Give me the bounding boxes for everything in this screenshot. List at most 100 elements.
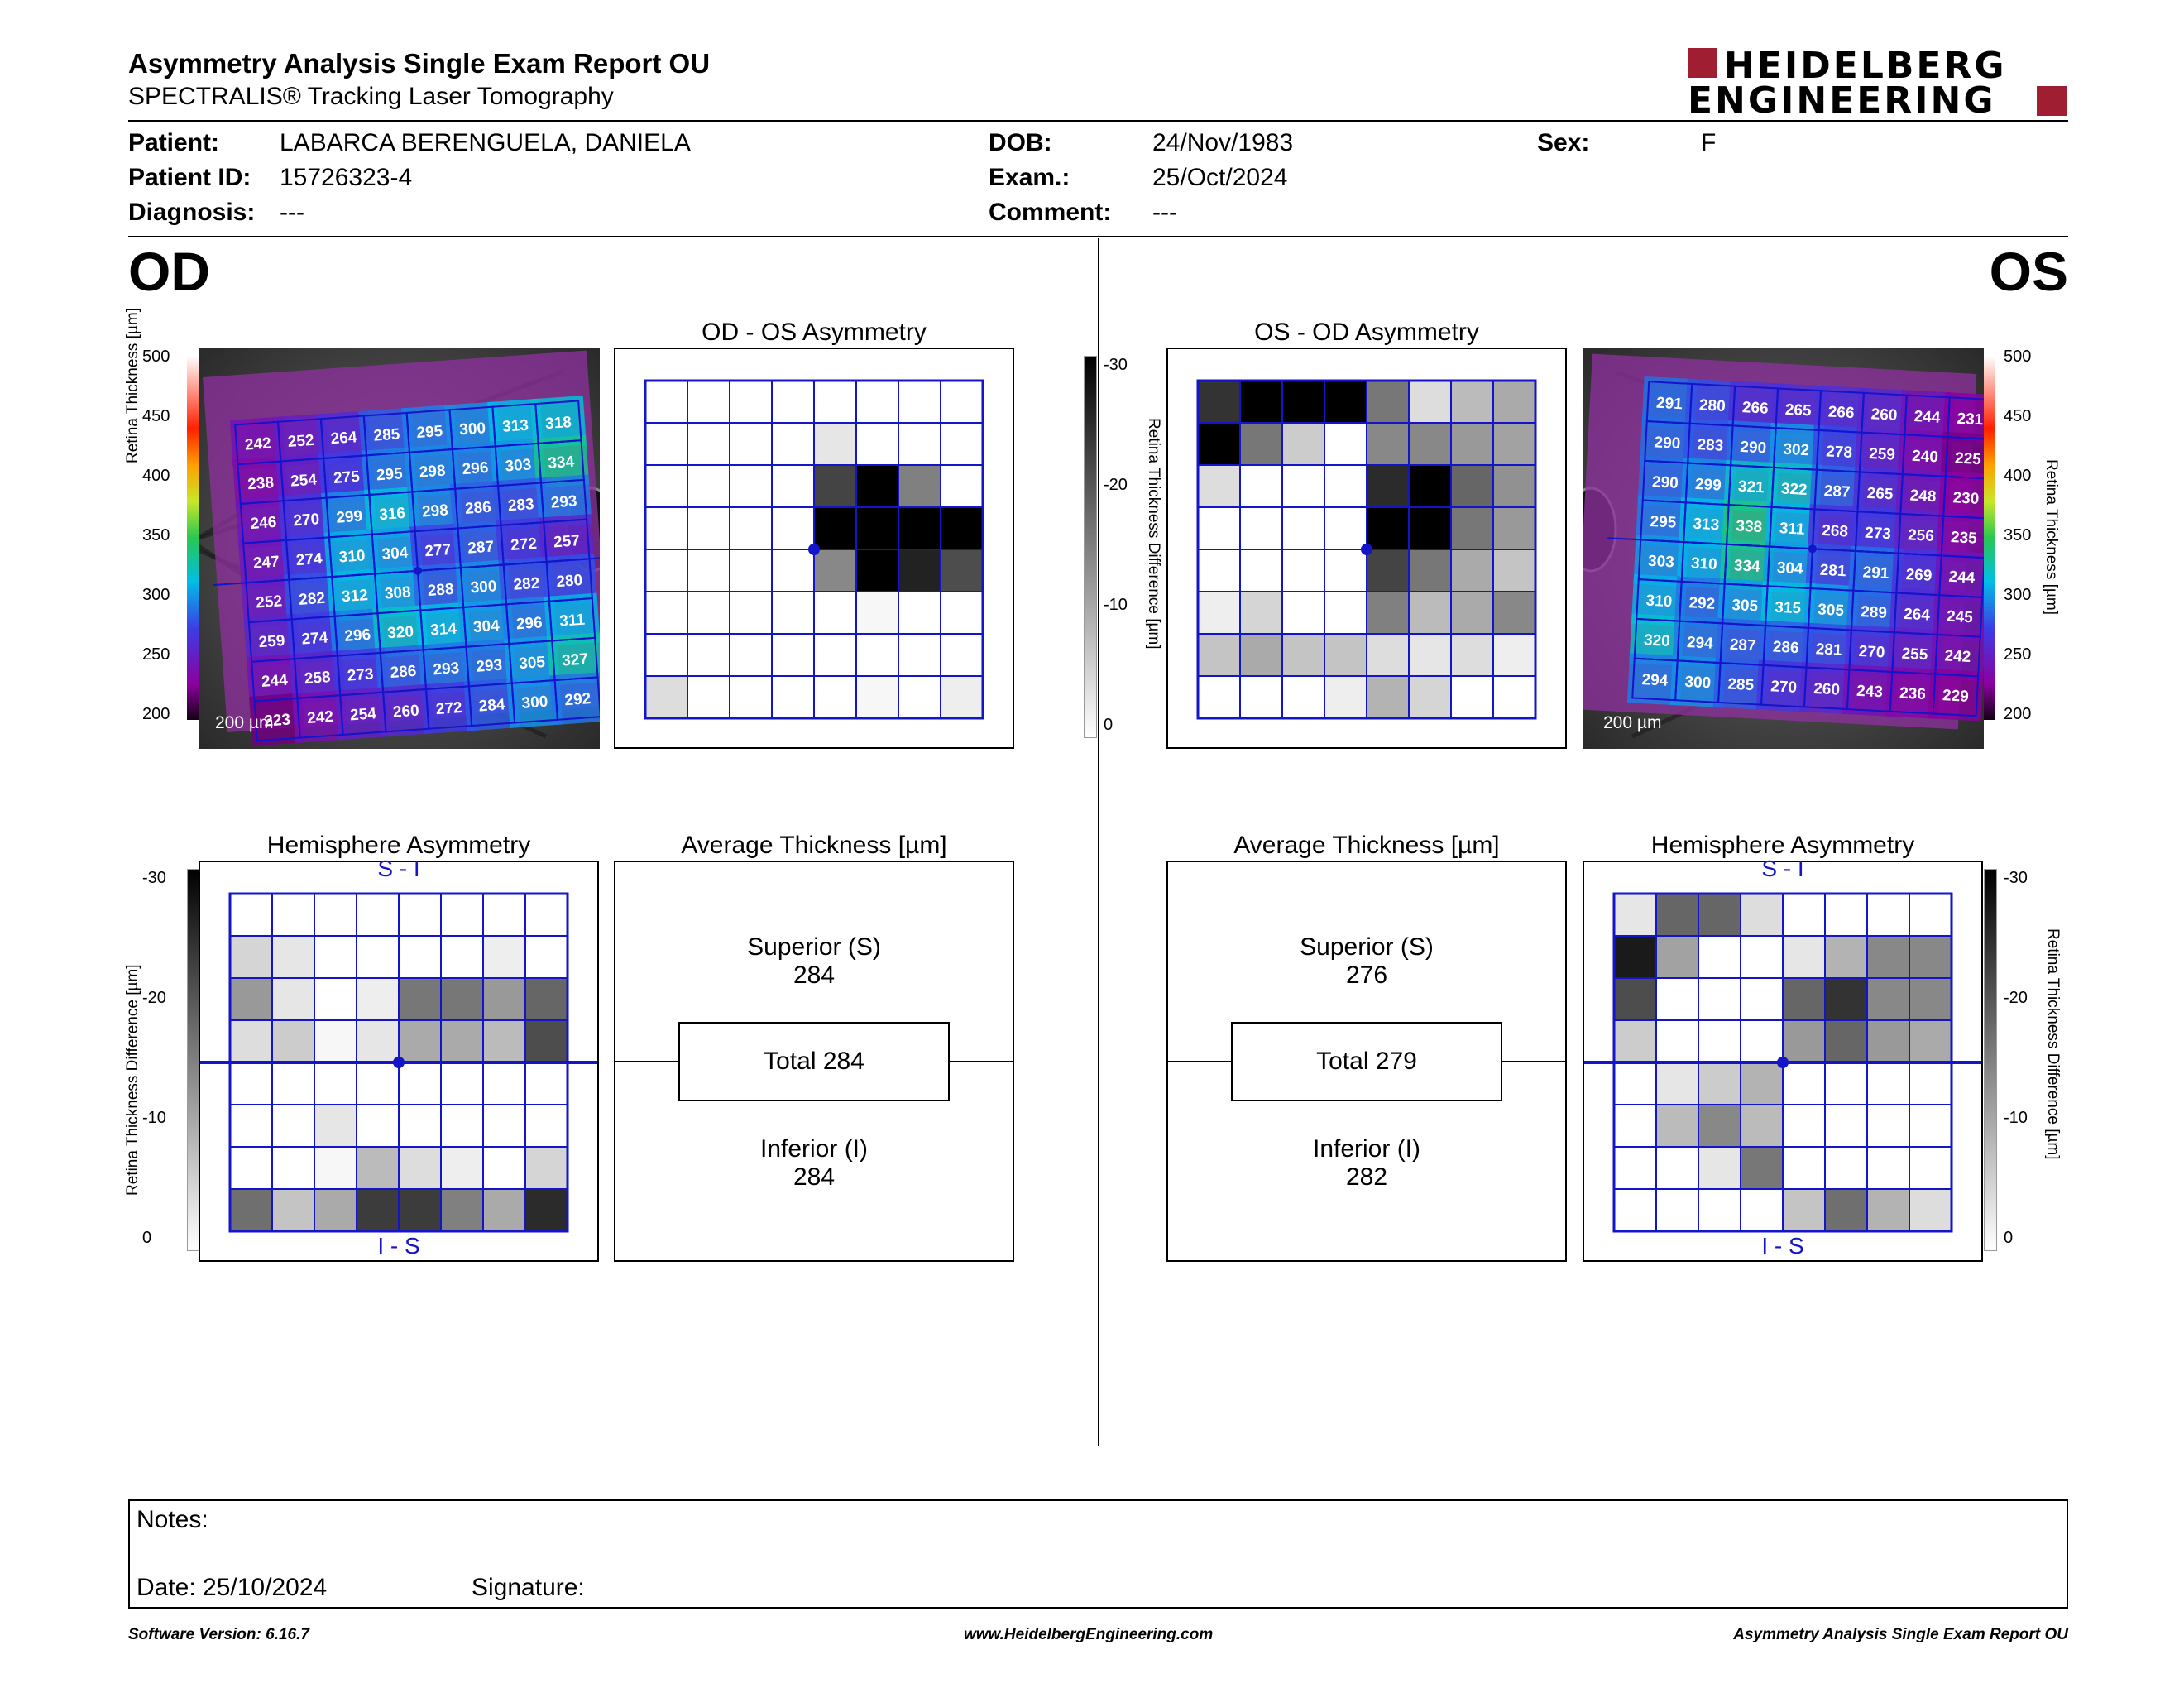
os-hemi-cell: [1655, 1146, 1699, 1190]
os-hemi-cell: [1824, 977, 1868, 1021]
od-hemi-cell: [398, 1146, 442, 1190]
os-hemi-top-label: S - I: [1761, 856, 1804, 881]
os-hemi-cell: [1655, 1104, 1699, 1148]
od-asym-cell: [644, 633, 688, 677]
od-superior-label: Superior (S): [747, 933, 881, 961]
os-thickness-value: 270: [1858, 643, 1885, 662]
od-hemi-title: Hemisphere Asymmetry: [266, 832, 531, 859]
os-hemi-cell: [1909, 1019, 1952, 1063]
os-thickness-value: 291: [1862, 563, 1889, 583]
od-asym-cell: [729, 422, 773, 466]
od-thickness-value: 287: [467, 538, 495, 557]
os-thickness-scale: 500 450 400 350 300 250 200: [1984, 348, 2042, 745]
os-thickness-value: 266: [1827, 404, 1855, 423]
od-asym-cell: [898, 591, 941, 635]
od-hemi-cell: [524, 1104, 568, 1148]
os-asym-cell: [1450, 464, 1494, 508]
website-link[interactable]: www.HeidelbergEngineering.com: [964, 1626, 1214, 1643]
os-asym-cell: [1239, 506, 1283, 550]
os-superior-label: Superior (S): [1300, 933, 1434, 961]
od-hemi-cell: [524, 893, 568, 937]
od-hemi-cell: [482, 977, 526, 1021]
od-thickness-value: 282: [299, 590, 326, 609]
od-asym-cell: [940, 591, 984, 635]
od-hemi-cell: [440, 1188, 484, 1232]
difference-tick: -30: [1104, 356, 1128, 374]
od-thickness-value: 254: [290, 471, 318, 490]
os-hemi-cell: [1655, 1062, 1699, 1105]
od-hemi-cell: [524, 1019, 568, 1063]
od-hemi-cell: [229, 1146, 273, 1190]
os-inferior-label: Inferior (I): [1312, 1135, 1421, 1163]
center-diff-scale: -30 -20 -10 0: [1084, 356, 1158, 753]
os-hemi-cell: [1824, 1104, 1868, 1148]
thickness-tick: 400: [142, 467, 170, 485]
od-hemi-cell: [482, 935, 526, 979]
os-thickness-value: 338: [1736, 517, 1763, 536]
os-hemi-cell: [1866, 1062, 1910, 1105]
od-asym-cell: [729, 464, 773, 508]
os-asym-cell: [1492, 549, 1536, 592]
os-hemi-cell: [1909, 1062, 1952, 1105]
od-hemi-cell: [314, 1062, 357, 1105]
od-asym-cell: [940, 506, 984, 550]
od-hemi-cell: [482, 1062, 526, 1105]
difference-gray-bar: [1084, 356, 1097, 738]
thickness-tick: 500: [2004, 348, 2032, 366]
notes-box[interactable]: Notes: Date: 25/10/2024 Signature:: [128, 1499, 2068, 1609]
od-thickness-value: 264: [330, 429, 358, 448]
od-thickness-value: 311: [559, 611, 586, 631]
os-asym-cell: [1366, 422, 1410, 466]
os-hemi-cell: [1698, 1104, 1741, 1148]
od-hemi-cell: [482, 893, 526, 937]
od-asym-cell: [940, 422, 984, 466]
notes-label: Notes:: [136, 1506, 208, 1533]
os-thickness-value: 278: [1826, 443, 1853, 462]
od-hemi-cell: [524, 935, 568, 979]
os-asym-cell: [1492, 464, 1536, 508]
od-hemi-cell: [356, 977, 400, 1021]
od-hemi-top-label: S - I: [377, 856, 420, 881]
od-hemi-cell: [356, 1104, 400, 1148]
os-hemi-cell: [1866, 1188, 1910, 1232]
diagnosis-label: Diagnosis:: [128, 199, 256, 226]
os-total: Total 279: [1231, 1022, 1502, 1101]
od-thickness-value: 292: [564, 690, 592, 709]
os-asym-cell: [1408, 464, 1452, 508]
software-version: Software Version: 6.16.7: [128, 1626, 309, 1643]
od-hemi-cell: [482, 1188, 526, 1232]
od-asym-cell: [813, 633, 857, 677]
os-hemi-cell: [1740, 1062, 1784, 1105]
os-thickness-value: 302: [1783, 441, 1810, 460]
os-hemi-cell: [1613, 1146, 1657, 1190]
os-hemi-cell: [1613, 1062, 1657, 1105]
od-asym-cell: [940, 633, 984, 677]
os-asym-cell: [1408, 422, 1452, 466]
heidelberg-logo: HEIDELBERG ENGINEERING: [1688, 45, 2068, 122]
od-asym-cell: [855, 422, 899, 466]
od-thickness-value: 296: [344, 626, 371, 645]
od-hemi-cell: [398, 1062, 442, 1105]
od-asym-cell: [855, 633, 899, 677]
os-asym-cell: [1281, 591, 1325, 635]
os-thickness-axis-label: Retina Thickness [µm]: [2043, 459, 2060, 615]
od-asym-cell: [687, 464, 730, 508]
os-thickness-value: 305: [1818, 601, 1845, 620]
od-asym-cell: [771, 422, 815, 466]
os-hemi-cell: [1909, 977, 1952, 1021]
os-asym-cell: [1281, 464, 1325, 508]
os-hemi-cell: [1866, 1104, 1910, 1148]
os-asym-cell: [1239, 633, 1283, 677]
os-hemi-cell: [1824, 1019, 1868, 1063]
od-thickness-value: 304: [472, 617, 500, 636]
os-thickness-value: 305: [1731, 597, 1759, 616]
od-thickness-value: 272: [435, 699, 462, 718]
os-hemi-cell: [1782, 1019, 1826, 1063]
signature-label: Signature:: [472, 1574, 585, 1601]
os-asym-cell: [1450, 633, 1494, 677]
os-thickness-value: 300: [1684, 674, 1712, 693]
os-thickness-value: 313: [1693, 516, 1720, 535]
os-hemi-cell: [1613, 977, 1657, 1021]
os-asym-title: OS - OD Asymmetry: [1254, 319, 1479, 346]
os-asym-cell: [1281, 506, 1325, 550]
